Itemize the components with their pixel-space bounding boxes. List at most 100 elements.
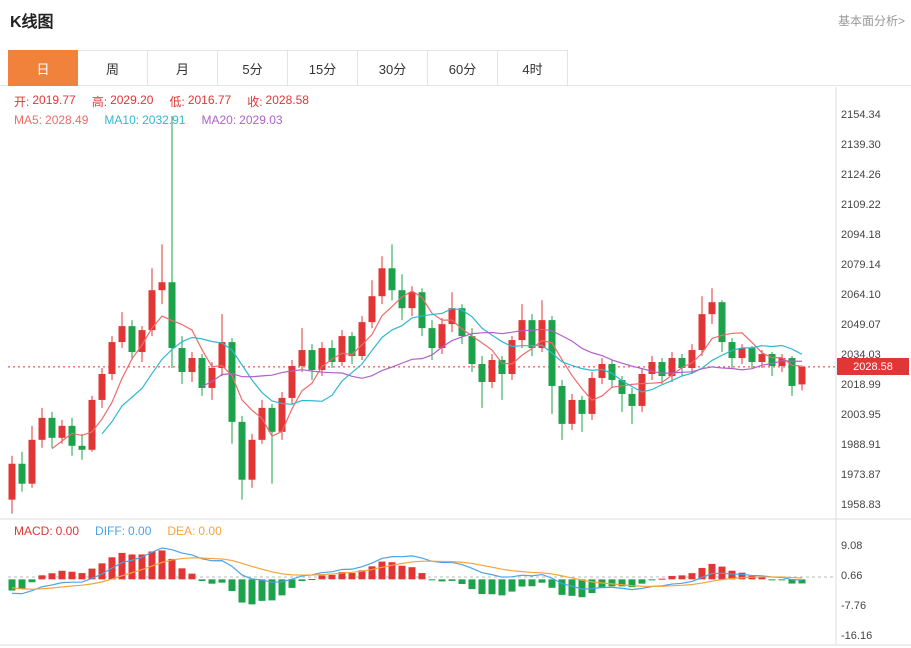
macd-bar	[758, 577, 766, 580]
macd-bar	[638, 579, 646, 584]
macd-bar	[538, 579, 546, 583]
candle-body	[598, 364, 606, 378]
macd-bar	[298, 579, 306, 582]
y-axis-label: 2079.14	[841, 259, 881, 271]
candle-body	[708, 302, 716, 315]
ma20-line	[201, 328, 803, 387]
candle-body	[48, 417, 56, 438]
open-label: 开:	[14, 95, 30, 109]
candle-body	[398, 290, 406, 309]
candle-body	[728, 342, 736, 359]
candle-body	[788, 358, 796, 386]
macd-bar	[418, 573, 426, 580]
macd-bar	[398, 565, 406, 580]
ma5-value: 2028.49	[45, 113, 89, 127]
candle-body	[418, 292, 426, 329]
macd-bar	[218, 579, 226, 583]
macd-bar	[438, 579, 446, 582]
candle-body	[208, 368, 216, 388]
high-value: 2029.20	[110, 93, 154, 107]
candle-body	[8, 463, 16, 500]
macd-bar	[718, 566, 726, 580]
tab-4hour[interactable]: 4时	[498, 50, 568, 86]
y-axis-label: 2003.95	[841, 408, 881, 421]
tab-week[interactable]: 周	[78, 50, 148, 86]
macd-bar	[118, 552, 126, 580]
candle-body	[188, 358, 196, 372]
candle-body	[688, 350, 696, 369]
candle-body	[768, 354, 776, 367]
y-axis-label: 2154.34	[841, 109, 881, 121]
candle-body	[148, 290, 156, 331]
y-axis-label: 2094.18	[841, 229, 881, 241]
macd-bar	[238, 579, 246, 603]
macd-bar	[518, 579, 526, 587]
macd-bar	[208, 579, 216, 584]
candle-body	[88, 399, 96, 450]
macd-bar	[358, 570, 366, 580]
candle-body	[758, 354, 766, 363]
macd-bar	[798, 579, 806, 584]
macd-bar	[68, 571, 76, 580]
macd-bar	[178, 568, 186, 580]
tab-30min[interactable]: 30分	[358, 50, 428, 86]
macd-bar	[728, 570, 736, 580]
macd-bar	[558, 579, 566, 595]
candle-body	[668, 358, 676, 376]
tab-month[interactable]: 月	[148, 50, 218, 86]
macd-bar	[278, 579, 286, 596]
macd-bar	[448, 579, 456, 581]
candle-body	[578, 399, 586, 414]
macd-bar	[198, 579, 206, 582]
candle-body	[458, 308, 466, 337]
candle-body	[178, 348, 186, 372]
candle-body	[448, 308, 456, 325]
candle-body	[678, 358, 686, 369]
macd-bar	[698, 567, 706, 580]
fundamental-analysis-link[interactable]: 基本面分析>	[837, 14, 905, 28]
macd-bar	[108, 557, 116, 580]
ma10-label: MA10:	[104, 113, 140, 127]
candle-body	[658, 362, 666, 376]
y-axis-label: 2018.99	[841, 378, 881, 391]
tab-5min[interactable]: 5分	[218, 50, 288, 86]
macd-bar	[58, 570, 66, 580]
candle-body	[638, 373, 646, 406]
macd-bar	[88, 568, 96, 580]
macd-bar	[268, 579, 276, 601]
candle-body	[408, 292, 416, 309]
candle-body	[348, 336, 356, 357]
candle-body	[518, 320, 526, 341]
candle-body	[738, 348, 746, 359]
candle-body	[98, 373, 106, 400]
candle-body	[468, 336, 476, 365]
y-axis-label: 2124.26	[841, 169, 881, 181]
macd-label: MACD:	[14, 524, 53, 538]
macd-bar	[158, 550, 166, 580]
macd-bar	[608, 579, 616, 587]
macd-bar	[318, 575, 326, 580]
macd-bar	[648, 579, 656, 581]
page-title: K线图	[10, 14, 54, 31]
candle-body	[438, 324, 446, 349]
candle-body	[78, 445, 86, 450]
low-value: 2016.77	[187, 93, 232, 107]
close-value: 2028.58	[265, 93, 309, 107]
macd-bar	[588, 579, 596, 594]
candle-body	[378, 268, 386, 297]
ma20-label: MA20:	[201, 113, 237, 127]
tab-15min[interactable]: 15分	[288, 50, 358, 86]
macd-bar	[228, 579, 236, 592]
tab-day[interactable]: 日	[8, 50, 78, 86]
macd-bar	[38, 575, 46, 580]
candle-body	[118, 326, 126, 343]
candle-body	[138, 330, 146, 353]
macd-bar	[708, 563, 716, 580]
tab-60min[interactable]: 60分	[428, 50, 498, 86]
dea-line	[11, 557, 803, 590]
candle-body	[68, 425, 76, 446]
candle-body	[588, 377, 596, 414]
macd-bar	[148, 551, 156, 580]
candle-body	[198, 358, 206, 388]
